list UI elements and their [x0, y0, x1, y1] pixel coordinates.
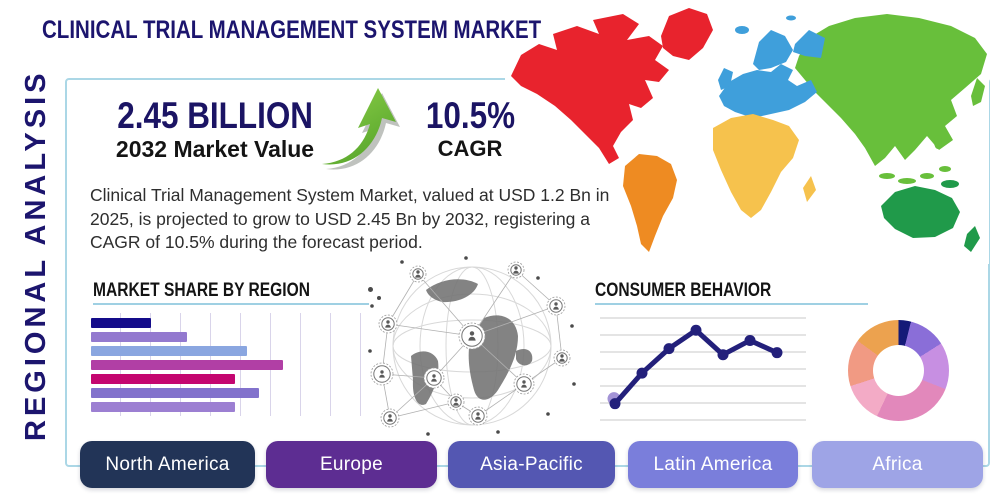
bar-segment-5 — [91, 374, 235, 384]
region-button-label: Africa — [872, 453, 923, 475]
region-button-latin-america[interactable]: Latin America — [628, 441, 798, 488]
region-button-label: North America — [105, 453, 230, 475]
network-user-node — [513, 373, 535, 395]
line-point — [636, 367, 648, 379]
page-title: CLINICAL TRIAL MANAGEMENT SYSTEM MARKET — [42, 16, 651, 45]
region-button-north-america[interactable]: North America — [80, 441, 255, 488]
region-button-label: Europe — [319, 453, 384, 475]
network-user-node — [447, 393, 465, 411]
bar-segment-7 — [91, 402, 235, 412]
network-user-node — [546, 296, 566, 316]
market-share-bar-chart — [91, 313, 372, 416]
map-iceland — [735, 26, 749, 34]
market-share-underline — [93, 303, 369, 305]
map-new-zealand — [964, 226, 980, 252]
network-user-node — [468, 406, 488, 426]
market-value-caption: 2032 Market Value — [115, 136, 315, 162]
map-south-america — [623, 154, 677, 252]
line-point — [771, 347, 783, 359]
consumer-behavior-line-chart — [600, 317, 806, 421]
network-user-node — [458, 322, 486, 350]
market-value-stat: 2.45 BILLION 2032 Market Value — [86, 97, 344, 163]
map-greenland — [661, 8, 713, 60]
map-new-guinea — [941, 180, 959, 188]
map-australia — [881, 186, 960, 238]
map-europe — [719, 64, 817, 118]
map-africa — [713, 114, 799, 218]
bar-segment-4 — [91, 360, 283, 370]
bar-segment-2 — [91, 332, 187, 342]
cagr-number: 10.5% — [425, 95, 515, 136]
map-madagascar — [803, 176, 816, 202]
bar-segment-1 — [91, 318, 151, 328]
world-map-svg — [511, 8, 987, 252]
line-point — [663, 343, 675, 355]
map-scandinavia — [753, 30, 793, 70]
region-button-label: Latin America — [653, 453, 773, 475]
side-label-regional-analysis: REGIONAL ANALYSIS — [20, 70, 54, 441]
network-user-node — [423, 367, 445, 389]
line-point — [609, 398, 621, 410]
network-user-node — [553, 349, 571, 367]
consumer-behavior-heading: CONSUMER BEHAVIOR — [595, 280, 772, 301]
map-svalbard — [786, 15, 796, 21]
decor-dot — [368, 287, 373, 292]
cagr-stat: 10.5% CAGR — [406, 97, 534, 162]
consumer-behavior-underline — [595, 303, 868, 305]
bar-segment-3 — [91, 346, 247, 356]
map-north-america — [511, 14, 669, 164]
map-island — [879, 173, 895, 179]
decor-dot — [377, 296, 381, 300]
map-west-russia — [793, 30, 825, 58]
bar-segment-6 — [91, 388, 259, 398]
region-button-europe[interactable]: Europe — [266, 441, 437, 488]
line-point — [690, 324, 702, 336]
map-japan — [971, 78, 985, 106]
map-island — [898, 178, 916, 184]
region-button-asia-pacific[interactable]: Asia-Pacific — [448, 441, 615, 488]
network-user-node — [507, 261, 525, 279]
map-island — [934, 135, 942, 149]
line-point — [717, 349, 729, 361]
market-description: Clinical Trial Management System Market,… — [90, 185, 610, 252]
map-island — [920, 173, 934, 179]
growth-arrow-up-right-icon — [320, 80, 400, 174]
donut-hole — [873, 345, 924, 396]
globe-network-graphic — [366, 256, 578, 438]
network-user-node — [370, 362, 394, 386]
line-point — [744, 334, 756, 346]
map-island — [939, 166, 951, 172]
page-title-text: CLINICAL TRIAL MANAGEMENT SYSTEM MARKET — [42, 16, 542, 44]
side-label-text: REGIONAL ANALYSIS — [20, 69, 52, 441]
network-user-node — [378, 314, 398, 334]
market-value-number: 2.45 BILLION — [117, 95, 313, 136]
world-map — [505, 0, 989, 264]
regional-share-donut-chart — [848, 320, 949, 421]
network-user-node — [380, 408, 400, 428]
network-user-node — [409, 265, 427, 283]
map-british-isles — [718, 68, 733, 90]
cagr-caption: CAGR — [437, 136, 503, 161]
map-asia — [795, 14, 987, 166]
market-share-heading: MARKET SHARE BY REGION — [93, 280, 310, 301]
region-button-africa[interactable]: Africa — [812, 441, 983, 488]
region-button-label: Asia-Pacific — [480, 453, 583, 475]
